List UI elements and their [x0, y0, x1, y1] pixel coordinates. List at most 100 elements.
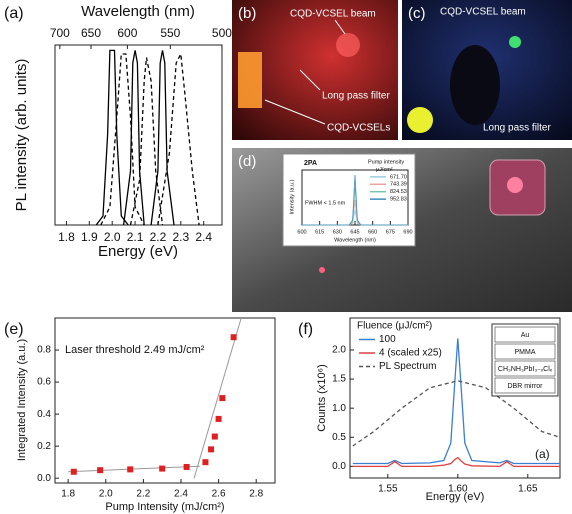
legend-title: Fluence (μJ/cm²) [357, 321, 432, 332]
device-glow [238, 52, 262, 108]
panel-label: (a) [4, 5, 24, 22]
plot-frame [54, 317, 276, 484]
stack-label: CH₃NH₃PbI₃₋ₓClₓ [498, 366, 553, 373]
point [215, 415, 222, 422]
y-tick-label: 0.0 [332, 461, 346, 472]
stack-layer [494, 360, 556, 377]
legend-label: PL Spectrum [379, 361, 436, 372]
x-tick-label: 630 [333, 229, 342, 235]
fit-line [193, 317, 242, 479]
legend-label: 743.39 [390, 182, 407, 188]
stack-layer [494, 377, 556, 394]
legend-unit: μJ/cm² [376, 167, 393, 173]
stack-label: PMMA [515, 349, 536, 356]
panel-label: (f) [298, 321, 313, 338]
y-axis-label: Counts (x10⁶) [316, 364, 328, 432]
y-axis-label: Intensity (a.u.) [289, 179, 295, 214]
x-tick-label: 2.3 [172, 230, 189, 244]
point [230, 334, 237, 341]
x-tick-label: 1.9 [81, 230, 98, 244]
x-tick-label: 2.4 [195, 230, 212, 244]
x2-tick-label: 550 [160, 26, 180, 40]
legend-label: 4 (scaled x25) [379, 348, 442, 359]
panel-label: (e) [4, 321, 24, 338]
y-tick-label: 1.5 [332, 374, 346, 385]
series-line [100, 53, 145, 226]
panel-label: (c) [408, 5, 426, 22]
filter [450, 45, 500, 125]
x-tick-label: 2.2 [150, 230, 167, 244]
x2-axis-label: Wavelength (nm) [81, 3, 195, 20]
y-tick-label: 2.0 [332, 345, 346, 356]
x-axis-label: Energy (eV) [98, 243, 178, 260]
x-tick-label: 600 [297, 229, 306, 235]
x-tick-label: 1.65 [518, 484, 538, 495]
annotation: FWHM < 1.5 nm [305, 200, 346, 206]
series-line [157, 51, 200, 226]
legend-label: 671.70 [390, 174, 407, 180]
x2-tick-label: 600 [117, 26, 137, 40]
series-line [129, 57, 164, 226]
x-tick-label: 675 [386, 229, 395, 235]
photo-c: (c) CQD-VCSEL beam Long pass filter [402, 0, 572, 140]
annotation: Long pass filter [322, 91, 390, 102]
y-axis-label: Integrated Intensity (a.u.) [16, 339, 28, 461]
x-tick-label: 2.0 [104, 230, 121, 244]
y-tick-label: 0.8 [37, 345, 51, 356]
beam-spot [336, 33, 360, 57]
panel-label: (b) [238, 5, 256, 22]
series-line [150, 50, 175, 226]
y-tick-label: 0.6 [37, 377, 51, 388]
plot-frame [349, 317, 561, 479]
stack-layer [494, 343, 556, 360]
x-tick-label: 2.0 [99, 489, 113, 500]
stack-label: DBR mirror [508, 383, 544, 390]
point [127, 466, 134, 473]
x-tick-label: 2.1 [127, 230, 144, 244]
annotation: CQD-VCSEL beam [290, 9, 376, 20]
series-line [95, 49, 129, 226]
x-axis-label: Energy (eV) [426, 491, 485, 503]
point [211, 433, 218, 440]
panel-label: (d) [238, 153, 256, 170]
point [159, 465, 166, 472]
y-tick-label: 1.0 [332, 403, 346, 414]
x-axis-label: Pump Intensity (mJ/cm²) [105, 501, 224, 513]
device-glow [407, 107, 433, 133]
y-tick-label: 0.4 [37, 409, 51, 420]
legend-label: 952.83 [390, 197, 407, 203]
x2-tick-label: 650 [81, 26, 101, 40]
point [202, 459, 209, 466]
y-axis-label: PL intensity (arb. units) [13, 59, 30, 212]
x-tick-label: 2.2 [136, 489, 150, 500]
legend-title: Pump intensity [368, 159, 404, 165]
beam-spot [319, 267, 325, 273]
x-tick-label: 1.8 [58, 230, 75, 244]
point [183, 463, 190, 470]
legend-label: 100 [379, 334, 396, 345]
y-tick-label: 0.5 [332, 432, 346, 443]
y-tick-label: 0.0 [37, 473, 51, 484]
x-axis-label: Wavelength (nm) [334, 237, 376, 243]
annotation: Laser threshold 2.49 mJ/cm² [65, 344, 205, 356]
x-tick-label: 2.6 [212, 489, 226, 500]
inset-background [282, 153, 416, 247]
x-tick-label: 1.55 [378, 484, 398, 495]
point [208, 446, 215, 453]
chart-title: 2PA [304, 160, 317, 167]
x-tick-label: 2.8 [249, 489, 263, 500]
annotation: CQD-VCSEL beam [440, 7, 526, 18]
point [70, 468, 77, 475]
series-line [302, 174, 408, 226]
stack-label: Au [521, 332, 530, 339]
stack-layer [494, 326, 556, 343]
x-tick-label: 660 [368, 229, 377, 235]
point [219, 395, 226, 402]
x-tick-label: 645 [350, 229, 359, 235]
plot-frame [54, 44, 223, 226]
point [97, 467, 104, 474]
annotation: (a) [535, 447, 550, 461]
series-line [352, 380, 561, 447]
x-tick-label: 615 [315, 229, 324, 235]
